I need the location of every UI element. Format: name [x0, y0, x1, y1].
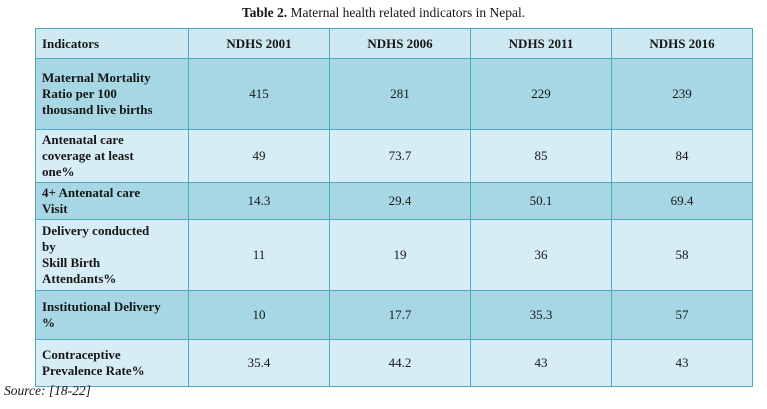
value-cell: 69.4: [611, 182, 753, 220]
table-caption: Table 2. Maternal health related indicat…: [0, 5, 767, 21]
value-cell: 58: [611, 219, 753, 291]
column-header-ndhs-2001: NDHS 2001: [188, 28, 330, 59]
source-note: Source: [18-22]: [4, 383, 91, 398]
value-cell: 17.7: [329, 290, 471, 340]
value-cell: 57: [611, 290, 753, 340]
value-cell: 49: [188, 129, 330, 183]
indicator-cell: Antenatal care coverage at least one%: [35, 129, 189, 183]
table-row-maternal-mortality: Maternal Mortality Ratio per 100 thousan…: [35, 58, 753, 130]
indicator-cell: Delivery conducted by Skill Birth Attend…: [35, 219, 189, 291]
value-cell: 43: [470, 339, 612, 387]
value-cell: 14.3: [188, 182, 330, 220]
table-header-row: Indicators NDHS 2001 NDHS 2006 NDHS 2011…: [35, 28, 753, 59]
value-cell: 43: [611, 339, 753, 387]
indicator-cell: Contraceptive Prevalence Rate%: [35, 339, 189, 387]
table-caption-number: Table 2.: [241, 5, 288, 20]
indicator-cell: Maternal Mortality Ratio per 100 thousan…: [35, 58, 189, 130]
table-row-contraceptive-prevalence: Contraceptive Prevalence Rate% 35.4 44.2…: [35, 339, 753, 387]
table-row-antenatal-coverage: Antenatal care coverage at least one% 49…: [35, 129, 753, 183]
table-caption-text: Maternal health related indicators in Ne…: [287, 5, 526, 20]
value-cell: 44.2: [329, 339, 471, 387]
value-cell: 19: [329, 219, 471, 291]
value-cell: 11: [188, 219, 330, 291]
table-row-institutional-delivery: Institutional Delivery % 10 17.7 35.3 57: [35, 290, 753, 340]
value-cell: 415: [188, 58, 330, 130]
value-cell: 229: [470, 58, 612, 130]
value-cell: 50.1: [470, 182, 612, 220]
value-cell: 36: [470, 219, 612, 291]
indicator-cell: Institutional Delivery %: [35, 290, 189, 340]
column-header-ndhs-2016: NDHS 2016: [611, 28, 753, 59]
value-cell: 73.7: [329, 129, 471, 183]
value-cell: 10: [188, 290, 330, 340]
value-cell: 281: [329, 58, 471, 130]
column-header-ndhs-2006: NDHS 2006: [329, 28, 471, 59]
indicator-cell: 4+ Antenatal care Visit: [35, 182, 189, 220]
value-cell: 29.4: [329, 182, 471, 220]
value-cell: 239: [611, 58, 753, 130]
value-cell: 84: [611, 129, 753, 183]
value-cell: 35.3: [470, 290, 612, 340]
maternal-health-indicators-table: Indicators NDHS 2001 NDHS 2006 NDHS 2011…: [35, 28, 753, 387]
value-cell: 85: [470, 129, 612, 183]
table-row-antenatal-4plus-visit: 4+ Antenatal care Visit 14.3 29.4 50.1 6…: [35, 182, 753, 220]
column-header-ndhs-2011: NDHS 2011: [470, 28, 612, 59]
column-header-indicators: Indicators: [35, 28, 189, 59]
table-row-skilled-birth-attendants: Delivery conducted by Skill Birth Attend…: [35, 219, 753, 291]
value-cell: 35.4: [188, 339, 330, 387]
